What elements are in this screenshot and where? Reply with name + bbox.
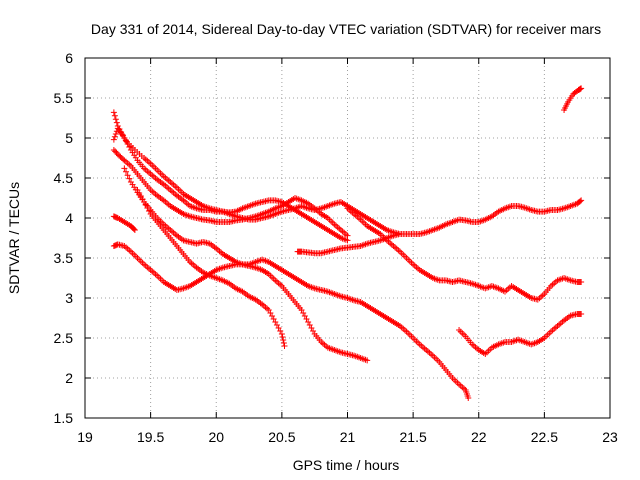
y-tick-label: 3	[65, 290, 73, 306]
data-point	[117, 129, 124, 136]
series-s3	[110, 147, 351, 239]
data-point	[112, 131, 119, 137]
x-tick-label: 22.5	[531, 429, 558, 445]
y-tick-label: 1.5	[54, 410, 74, 426]
data-point	[279, 334, 286, 340]
y-tick-label: 6	[65, 50, 73, 66]
data-point	[578, 85, 585, 92]
x-tick-label: 19	[77, 429, 93, 445]
x-tick-label: 21.5	[400, 429, 427, 445]
data-point	[281, 343, 288, 349]
data-point	[131, 227, 138, 233]
series-s10	[456, 311, 585, 357]
data-point	[113, 149, 120, 156]
data-point	[110, 109, 117, 116]
series-s5	[121, 165, 288, 349]
series-s2	[110, 125, 403, 237]
data-point	[111, 133, 118, 140]
data-point	[578, 197, 585, 204]
data-points	[110, 85, 585, 401]
data-point	[110, 136, 117, 143]
chart-title: Day 331 of 2014, Sidereal Day-to-day VTE…	[91, 21, 601, 37]
y-tick-label: 3.5	[54, 250, 74, 266]
data-point	[130, 226, 137, 232]
series-s11	[561, 85, 585, 113]
data-point	[110, 147, 117, 153]
y-tick-label: 2	[65, 370, 73, 386]
x-tick-label: 22	[471, 429, 487, 445]
series-s7	[134, 187, 472, 401]
data-point	[114, 151, 121, 158]
data-point	[465, 395, 472, 401]
data-point	[113, 119, 120, 126]
x-tick-label: 20	[208, 429, 224, 445]
series-s9	[344, 205, 585, 303]
x-tick-label: 23	[602, 429, 618, 445]
y-axis-label: SDTVAR / TECUs	[6, 182, 22, 294]
series-s8	[294, 197, 585, 257]
data-point	[123, 168, 130, 175]
y-tick-label: 5.5	[54, 90, 74, 106]
y-tick-label: 2.5	[54, 330, 74, 346]
data-point	[280, 337, 287, 343]
data-point	[577, 198, 584, 205]
data-point	[344, 232, 351, 239]
data-point	[578, 311, 585, 317]
grid-lines	[85, 58, 610, 418]
data-point	[111, 112, 118, 119]
data-point	[112, 148, 119, 155]
data-point	[278, 331, 285, 337]
x-axis-label: GPS time / hours	[293, 457, 400, 473]
data-point	[124, 172, 131, 179]
y-tick-label: 4.5	[54, 170, 74, 186]
x-tick-label: 21	[340, 429, 356, 445]
plot-frame	[84, 57, 611, 419]
data-point	[120, 156, 127, 163]
x-tick-label: 19.5	[137, 429, 164, 445]
tick-labels: 19 19.5 20 20.5 21 21.5 22 22.5 231.522.533.544.…	[54, 50, 618, 445]
data-point	[280, 340, 287, 346]
y-tick-label: 4	[65, 210, 73, 226]
series-s4	[110, 213, 138, 233]
data-point	[112, 116, 119, 123]
data-point	[578, 279, 585, 285]
data-point	[126, 175, 133, 182]
x-tick-label: 20.5	[268, 429, 295, 445]
data-point	[364, 357, 371, 364]
y-tick-label: 5	[65, 130, 73, 146]
data-point	[121, 165, 128, 172]
series-s6	[110, 241, 371, 364]
